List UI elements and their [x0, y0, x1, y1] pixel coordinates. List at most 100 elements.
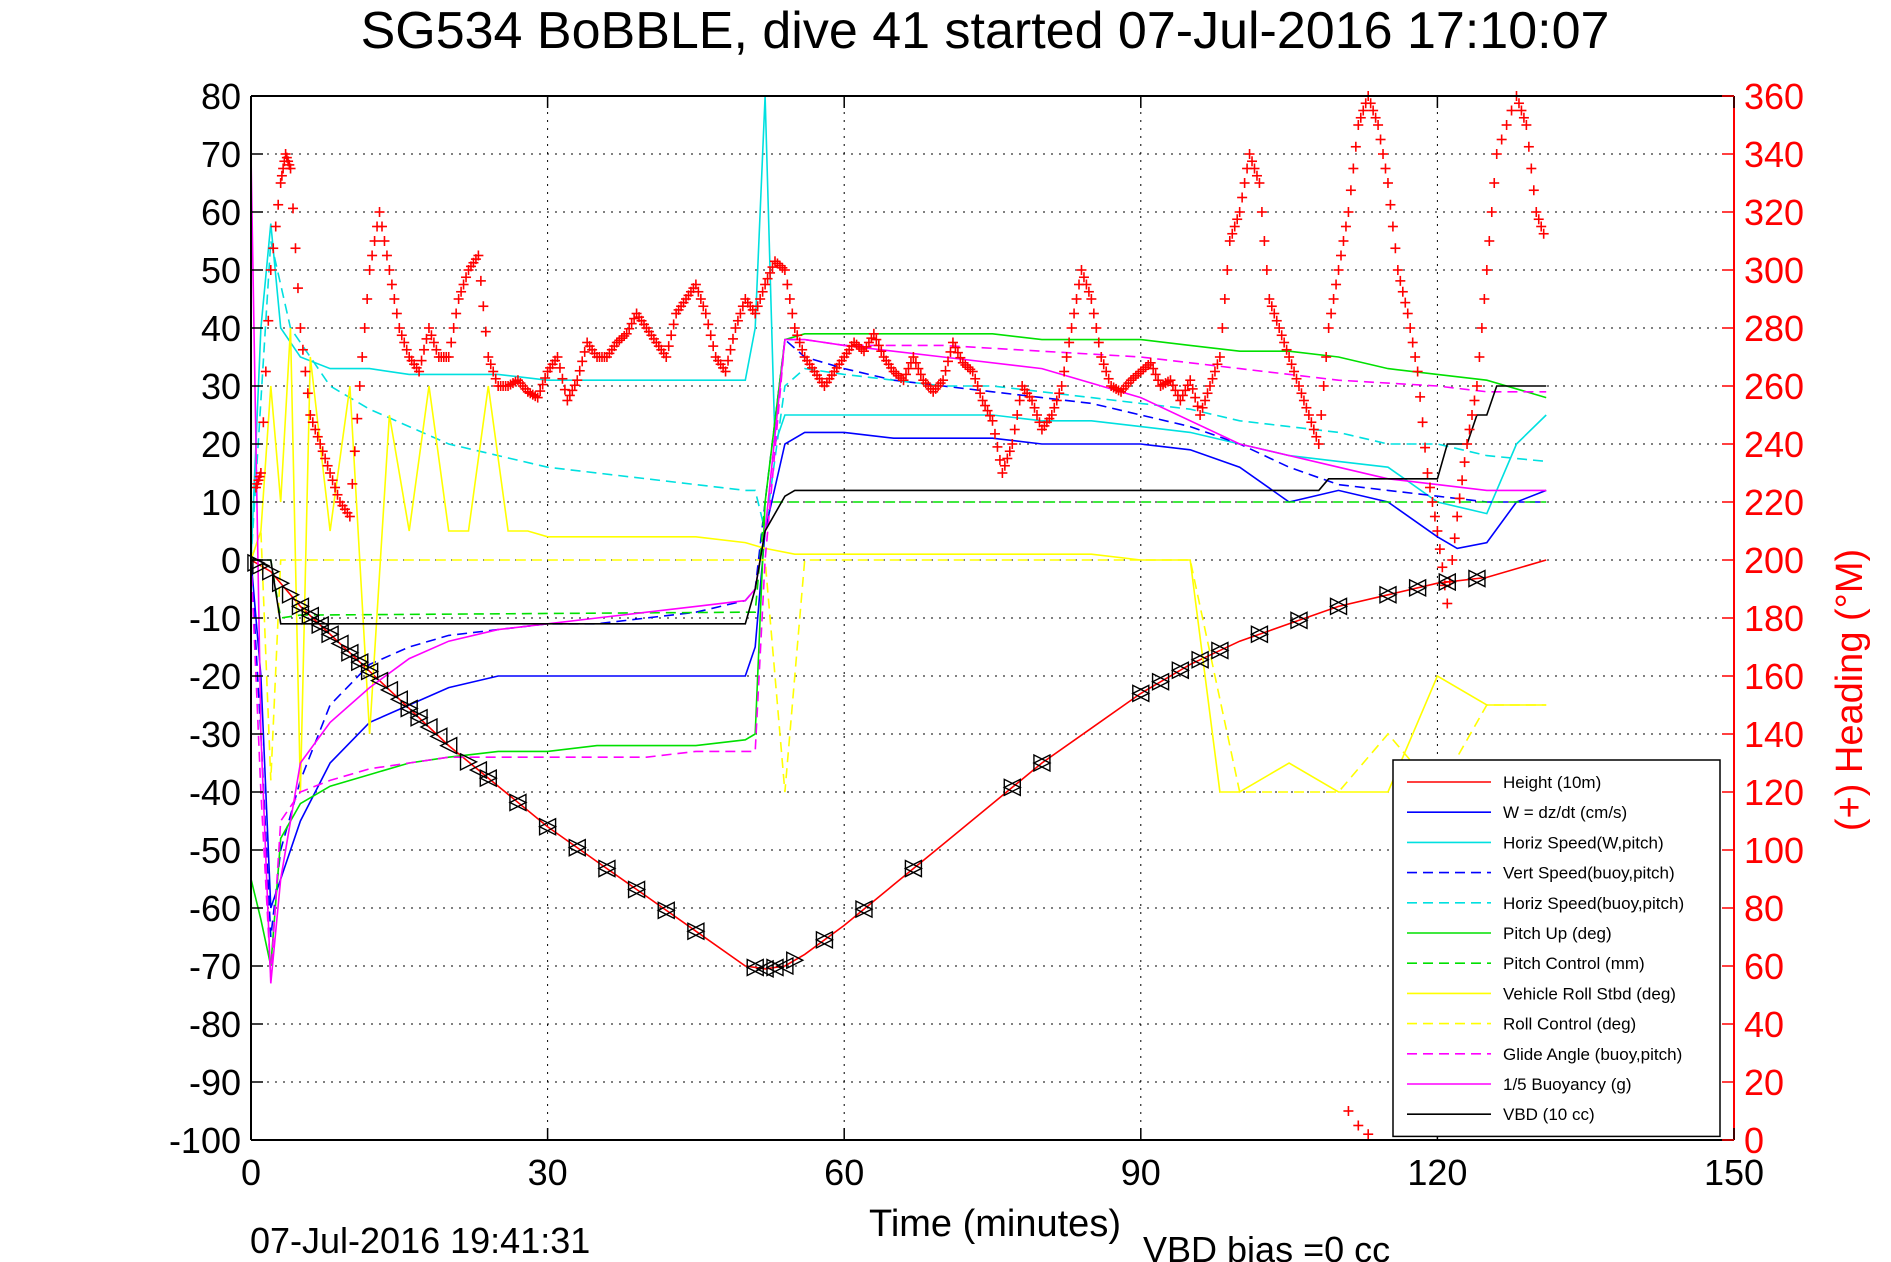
heading-point	[1061, 352, 1072, 362]
y2-tick-label: 120	[1744, 772, 1804, 813]
heading-point	[1170, 385, 1181, 396]
series-line-1	[250, 431, 1547, 909]
triangle-marker-left	[775, 956, 794, 976]
legend-entry: Height (10m)	[1503, 773, 1601, 792]
legend-entry: Pitch Control (mm)	[1503, 954, 1645, 973]
heading-point	[535, 386, 546, 397]
heading-point	[1417, 417, 1428, 428]
heading-point	[485, 359, 496, 370]
heading-point	[629, 313, 640, 324]
heading-point	[270, 221, 281, 232]
triangle-marker-left	[1131, 684, 1150, 703]
heading-point	[414, 366, 425, 377]
heading-point	[1355, 112, 1366, 123]
heading-point	[910, 357, 921, 368]
heading-point	[1506, 105, 1517, 116]
heading-point	[268, 243, 279, 254]
heading-point	[1153, 375, 1164, 386]
heading-point	[1437, 562, 1448, 573]
y-tick-label: 0	[221, 540, 241, 581]
heading-point	[705, 330, 716, 341]
y-tick-label: 30	[201, 366, 241, 407]
heading-point	[994, 454, 1005, 465]
heading-point	[1343, 1106, 1354, 1116]
triangle-marker-left	[1151, 672, 1170, 691]
x-tick-label: 0	[241, 1152, 261, 1193]
heading-point	[1195, 410, 1206, 420]
heading-point	[1167, 380, 1178, 391]
heading-point	[431, 344, 442, 355]
triangle-marker-left	[439, 736, 458, 755]
heading-point	[1353, 1120, 1364, 1131]
series-line-0	[250, 559, 1547, 970]
heading-point	[369, 236, 380, 246]
y2-tick-label: 100	[1744, 830, 1804, 871]
heading-point	[564, 390, 575, 401]
heading-point	[856, 344, 867, 355]
heading-point	[1513, 98, 1524, 109]
heading-point	[997, 468, 1008, 478]
heading-point	[1266, 301, 1277, 312]
heading-point	[579, 346, 590, 357]
y2-tick-label: 300	[1744, 250, 1804, 291]
dive-markers	[247, 553, 1487, 979]
heading-point	[1333, 265, 1344, 275]
heading-point	[708, 341, 719, 352]
triangle-marker-left	[755, 959, 774, 979]
heading-point	[292, 283, 303, 294]
heading-point	[473, 250, 484, 261]
y2-tick-label: 260	[1744, 366, 1804, 407]
heading-point	[975, 388, 986, 399]
heading-point	[1397, 286, 1408, 297]
heading-point	[265, 265, 276, 275]
y2-tick-label: 180	[1744, 598, 1804, 639]
heading-point	[490, 373, 501, 384]
series-line-8	[250, 530, 1547, 794]
axes	[250, 95, 1735, 1141]
heading-point	[1358, 105, 1369, 116]
heading-point	[1185, 375, 1196, 386]
grid-lines	[251, 96, 1734, 1140]
heading-point	[1180, 385, 1191, 396]
triangle-marker-left	[419, 717, 438, 737]
heading-point	[1313, 439, 1324, 449]
legend-box	[1392, 759, 1721, 1138]
heading-point	[661, 352, 672, 362]
heading-point	[1345, 185, 1356, 196]
heading-point	[1234, 207, 1245, 217]
heading-point	[305, 410, 316, 420]
heading-point	[1209, 366, 1220, 377]
triangle-marker-left	[656, 901, 675, 920]
heading-point	[1373, 120, 1384, 130]
heading-point	[970, 373, 981, 384]
heading-point	[1081, 279, 1092, 290]
y2-tick-label: 80	[1744, 888, 1784, 929]
heading-point	[891, 368, 902, 379]
y-tick-label: -70	[189, 946, 241, 987]
heading-point	[992, 441, 1003, 452]
y-tick-label: 40	[201, 308, 241, 349]
heading-point	[1293, 381, 1304, 391]
heading-point	[1140, 362, 1151, 373]
heading-point	[789, 323, 800, 333]
heading-point	[574, 365, 585, 376]
triangle-marker-left	[350, 652, 369, 672]
heading-point	[757, 286, 768, 297]
heading-point	[1274, 323, 1285, 333]
heading-point	[755, 294, 766, 304]
series-line-2	[250, 95, 1547, 561]
x-tick-label: 120	[1407, 1152, 1467, 1193]
heading-point	[376, 221, 387, 232]
footer-vbd-bias: VBD bias =0 cc	[1143, 1229, 1390, 1262]
heading-point	[999, 460, 1010, 471]
heading-point	[777, 262, 788, 273]
legend: Height (10m) W = dz/dt (cm/s) Horiz Speed(…	[1392, 759, 1721, 1138]
heading-point	[443, 352, 454, 362]
heading-point	[391, 308, 402, 319]
series-line-11	[251, 385, 1547, 625]
heading-point	[1083, 286, 1094, 297]
heading-point	[619, 330, 630, 341]
heading-point	[779, 265, 790, 275]
heading-point	[1427, 497, 1438, 507]
heading-point	[1289, 366, 1300, 377]
